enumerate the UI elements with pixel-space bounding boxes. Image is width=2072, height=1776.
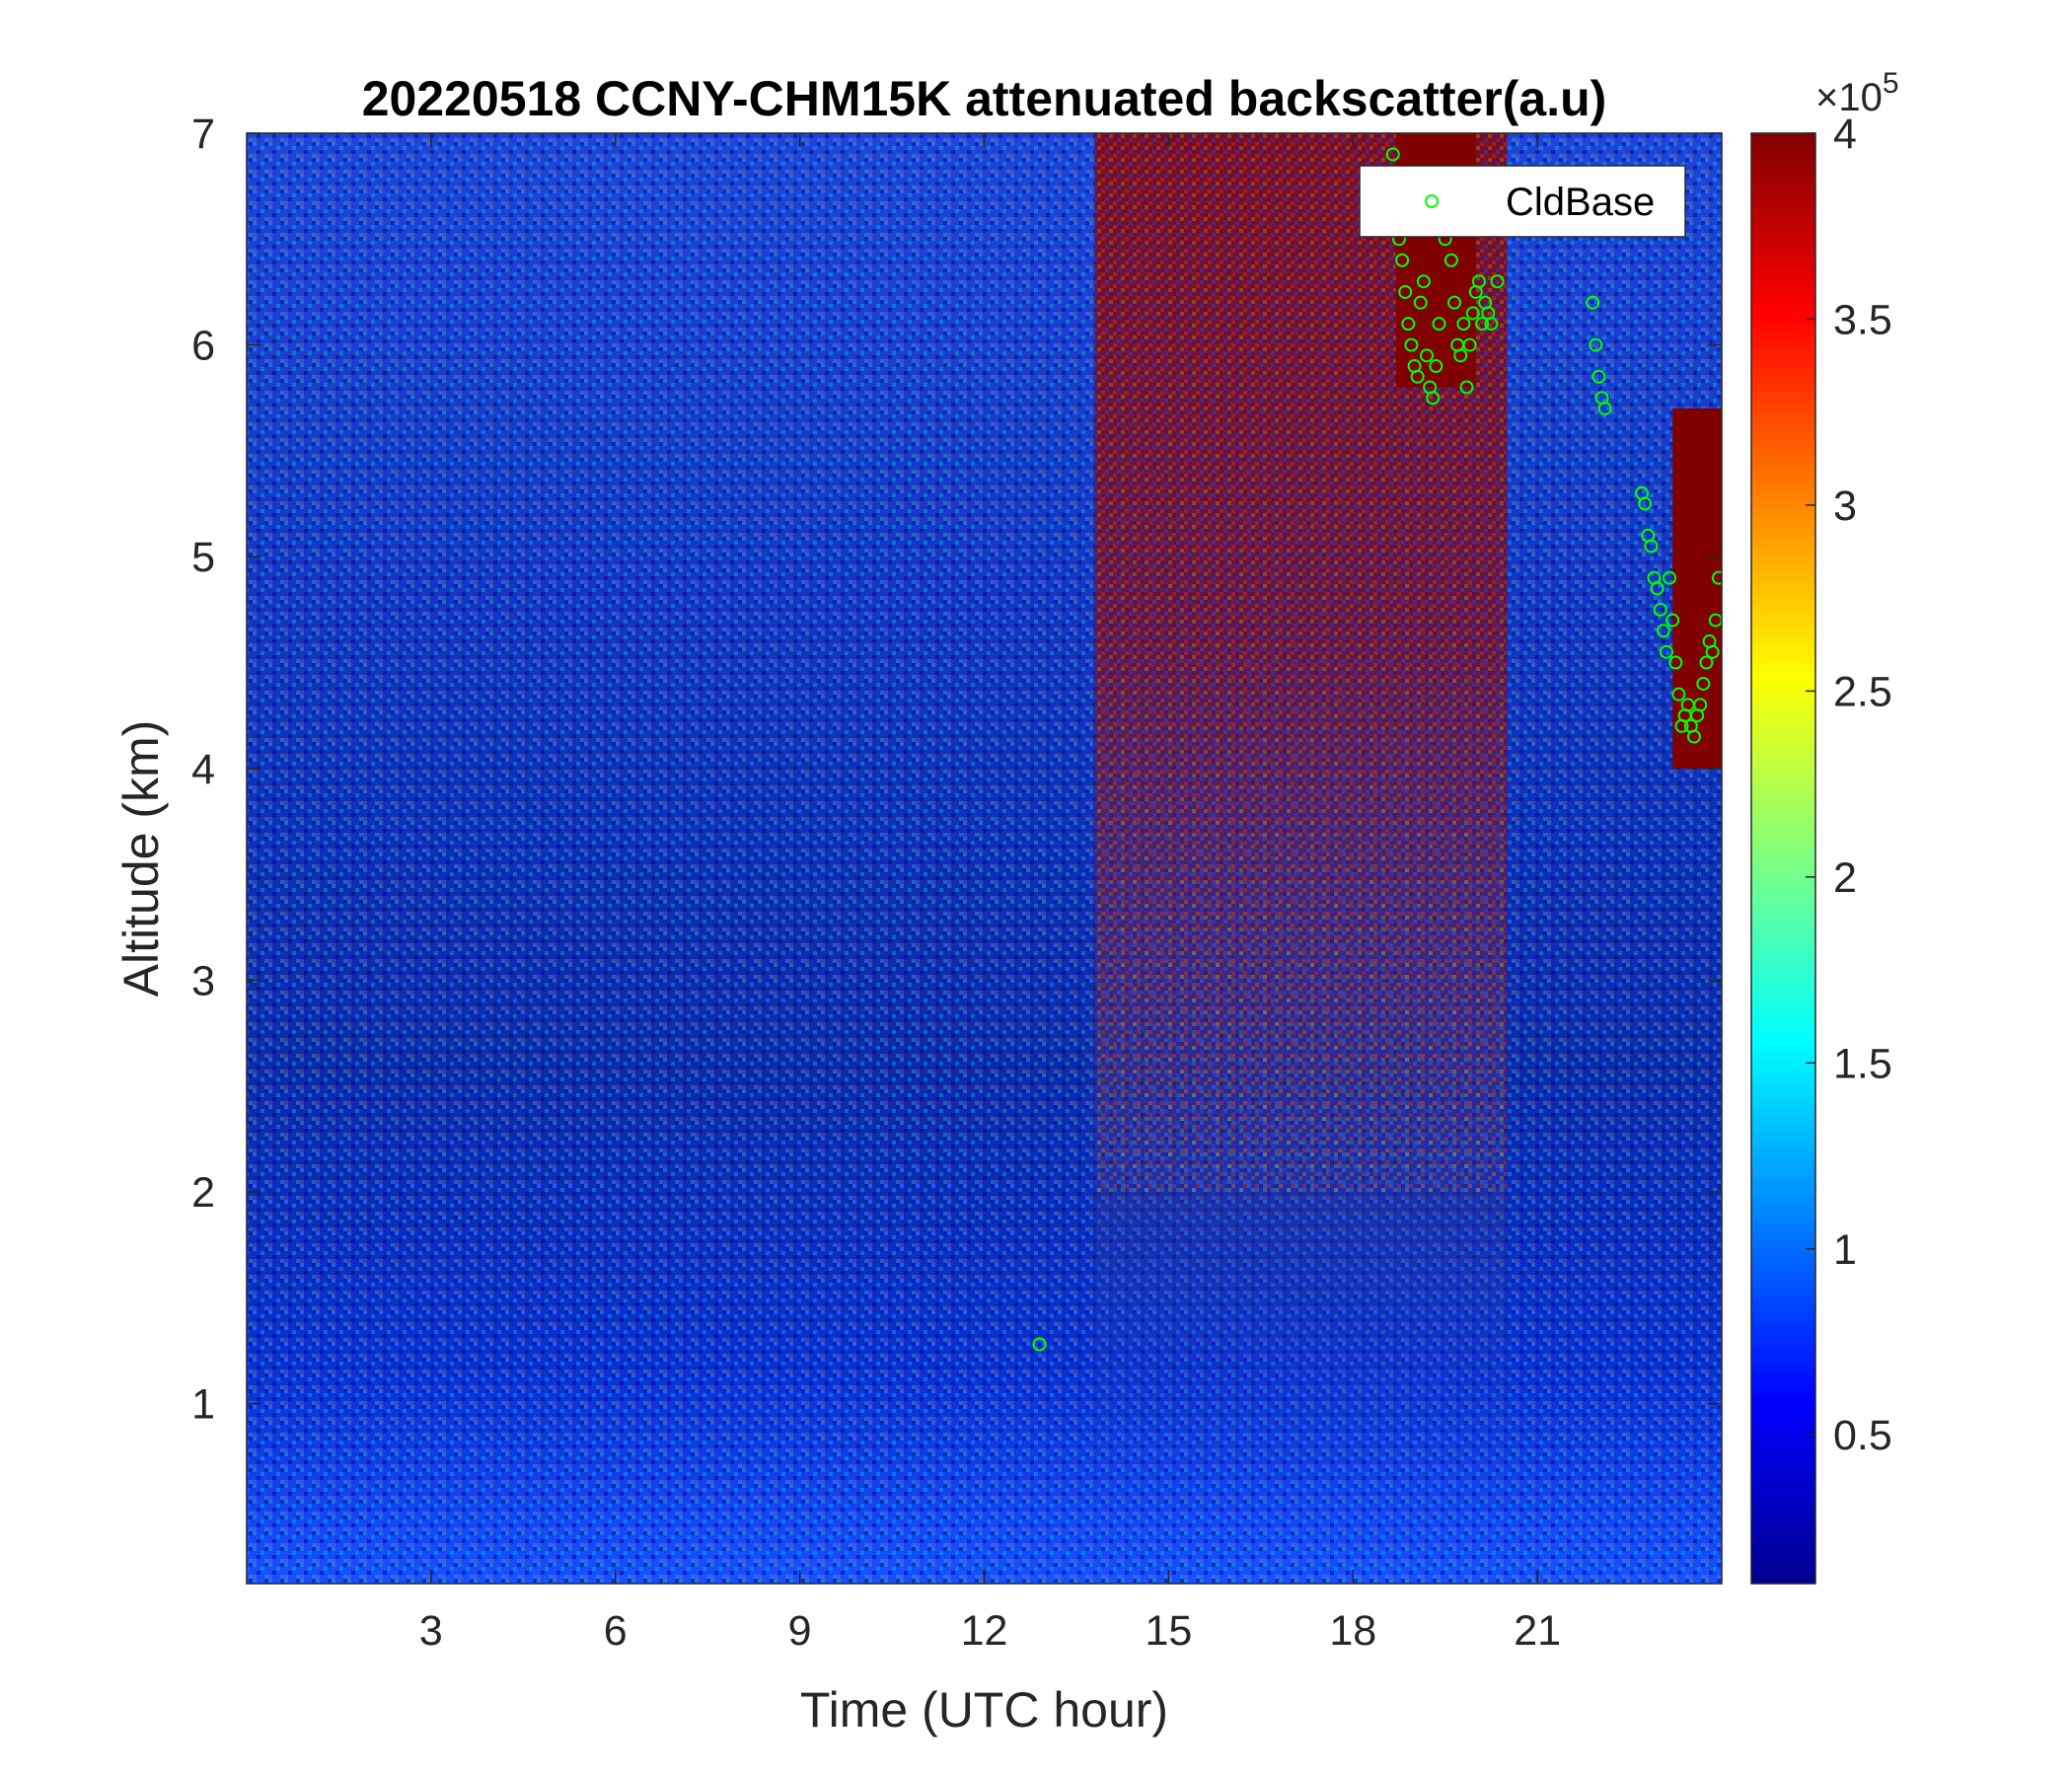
colorbar-tick-label: 2.5 bbox=[1833, 668, 1892, 715]
colorbar-gradient bbox=[1750, 132, 1816, 1585]
x-tick-label: 12 bbox=[961, 1607, 1008, 1655]
cldbase-point bbox=[1650, 581, 1665, 596]
chart-title: 20220518 CCNY-CHM15K attenuated backscat… bbox=[362, 71, 1607, 126]
y-tick-label: 1 bbox=[191, 1381, 215, 1429]
cldbase-point bbox=[1668, 655, 1683, 670]
plot-area bbox=[247, 133, 1722, 1584]
x-tick-label: 6 bbox=[604, 1607, 628, 1655]
cldbase-point bbox=[1447, 295, 1462, 310]
colorbar-tick-label: 1.5 bbox=[1833, 1040, 1892, 1087]
cldbase-point bbox=[1653, 602, 1667, 617]
cldbase-point bbox=[1416, 274, 1431, 289]
cldbase-point bbox=[1404, 337, 1419, 352]
cldbase-point bbox=[1453, 348, 1468, 363]
x-tick-label: 18 bbox=[1329, 1607, 1376, 1655]
cldbase-point bbox=[1693, 698, 1708, 712]
x-axis: 3 6 9 12 15 18 21 bbox=[419, 133, 1561, 1655]
cldbase-point bbox=[1663, 570, 1677, 585]
cldbase-point bbox=[1456, 317, 1471, 332]
cldbase-point bbox=[1644, 539, 1659, 554]
cldbase-point bbox=[1711, 570, 1722, 585]
colorbar-tick-label: 2 bbox=[1833, 854, 1857, 902]
cldbase-point bbox=[1589, 337, 1603, 352]
colorbar-tick-label: 3 bbox=[1833, 482, 1857, 530]
y-tick-label: 7 bbox=[191, 111, 215, 158]
cldbase-point bbox=[1696, 676, 1711, 691]
colorbar-tick-label: 3.5 bbox=[1833, 296, 1892, 343]
colorbar-exponent-power: 5 bbox=[1883, 67, 1899, 100]
cldbase-point bbox=[1597, 401, 1612, 415]
colorbar-ticks: 0.5 1 1.5 2 2.5 3 3.5 4 bbox=[1806, 111, 1892, 1459]
y-tick-label: 2 bbox=[191, 1169, 215, 1217]
colorbar: 0.5 1 1.5 2 2.5 3 3.5 4 ×105 bbox=[1750, 67, 1899, 1585]
colorbar-tick-label: 4 bbox=[1833, 111, 1857, 158]
cldbase-point bbox=[1659, 644, 1673, 659]
cldbase-point bbox=[1413, 295, 1428, 310]
cldbase-point bbox=[1475, 317, 1490, 332]
cldbase-point bbox=[1465, 306, 1480, 321]
cldbase-point bbox=[1686, 729, 1701, 744]
y-tick-label: 5 bbox=[191, 534, 215, 581]
y-tick-label: 3 bbox=[191, 957, 215, 1004]
y-axis-label: Altitude (km) bbox=[113, 720, 169, 998]
cldbase-point bbox=[1459, 380, 1474, 395]
x-tick-label: 15 bbox=[1145, 1607, 1192, 1655]
cldbase-point bbox=[1420, 348, 1434, 363]
cldbase-point bbox=[1398, 284, 1413, 299]
cldbase-point bbox=[1426, 391, 1441, 406]
cldbase-point bbox=[1656, 624, 1670, 638]
x-tick-label: 9 bbox=[788, 1607, 812, 1655]
cldbase-point bbox=[1699, 655, 1714, 670]
x-tick-label: 3 bbox=[419, 1607, 443, 1655]
cldbase-point bbox=[1638, 496, 1653, 511]
cloud-patch-1 bbox=[1672, 407, 1722, 769]
cldbase-point bbox=[1705, 644, 1720, 659]
cldbase-point bbox=[1032, 1337, 1047, 1352]
cldbase-point bbox=[1471, 274, 1486, 289]
cldbase-point bbox=[1586, 295, 1600, 310]
colorbar-exponent: ×105 bbox=[1815, 67, 1899, 119]
colorbar-tick-label: 1 bbox=[1833, 1226, 1857, 1274]
cldbase-point bbox=[1429, 359, 1443, 374]
colorbar-exponent-base: ×10 bbox=[1815, 76, 1883, 119]
cldbase-point bbox=[1671, 687, 1686, 702]
cldbase-point bbox=[1484, 317, 1499, 332]
cldbase-point bbox=[1490, 274, 1505, 289]
legend-entry-cldbase: CldBase bbox=[1506, 181, 1655, 224]
x-axis-label: Time (UTC hour) bbox=[800, 1682, 1168, 1738]
cldbase-point bbox=[1410, 369, 1425, 384]
legend-box bbox=[1359, 165, 1686, 238]
cldbase-point bbox=[1591, 369, 1606, 384]
x-tick-label: 21 bbox=[1514, 1607, 1561, 1655]
legend-marker-cldbase bbox=[1425, 194, 1439, 208]
legend: CldBase bbox=[1359, 165, 1686, 238]
y-tick-label: 6 bbox=[191, 323, 215, 370]
cldbase-point bbox=[1462, 337, 1477, 352]
cldbase-point bbox=[1665, 613, 1680, 628]
colorbar-tick-label: 0.5 bbox=[1833, 1412, 1892, 1459]
y-axis: 1 2 3 4 5 6 7 bbox=[191, 111, 1722, 1429]
cldbase-point bbox=[1385, 147, 1400, 162]
cldbase-point bbox=[1432, 317, 1446, 332]
cldbase-point bbox=[1395, 253, 1410, 267]
cldbase-point bbox=[1401, 317, 1416, 332]
cldbase-point bbox=[1443, 253, 1458, 267]
y-tick-label: 4 bbox=[191, 746, 215, 793]
